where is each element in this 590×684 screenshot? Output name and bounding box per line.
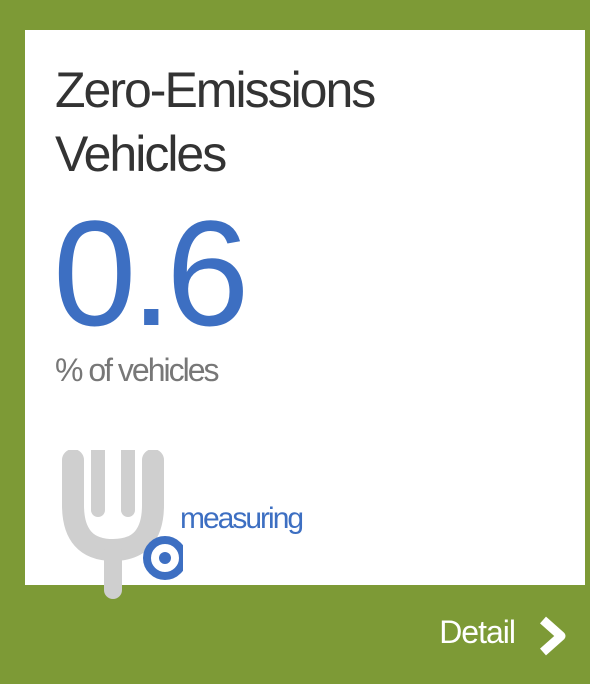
panel: Zero-Emissions Vehicles 0.6 % of vehicle… — [25, 30, 585, 599]
tile-title: Zero-Emissions Vehicles — [55, 62, 376, 182]
tile-unit: % of vehicles — [55, 352, 220, 388]
tile-value: 0.6 — [53, 189, 250, 357]
status-icon — [62, 450, 183, 599]
chevron[interactable] — [535, 616, 577, 656]
status-label: measuring — [180, 502, 304, 535]
detail-link[interactable]: Detail — [439, 614, 516, 650]
